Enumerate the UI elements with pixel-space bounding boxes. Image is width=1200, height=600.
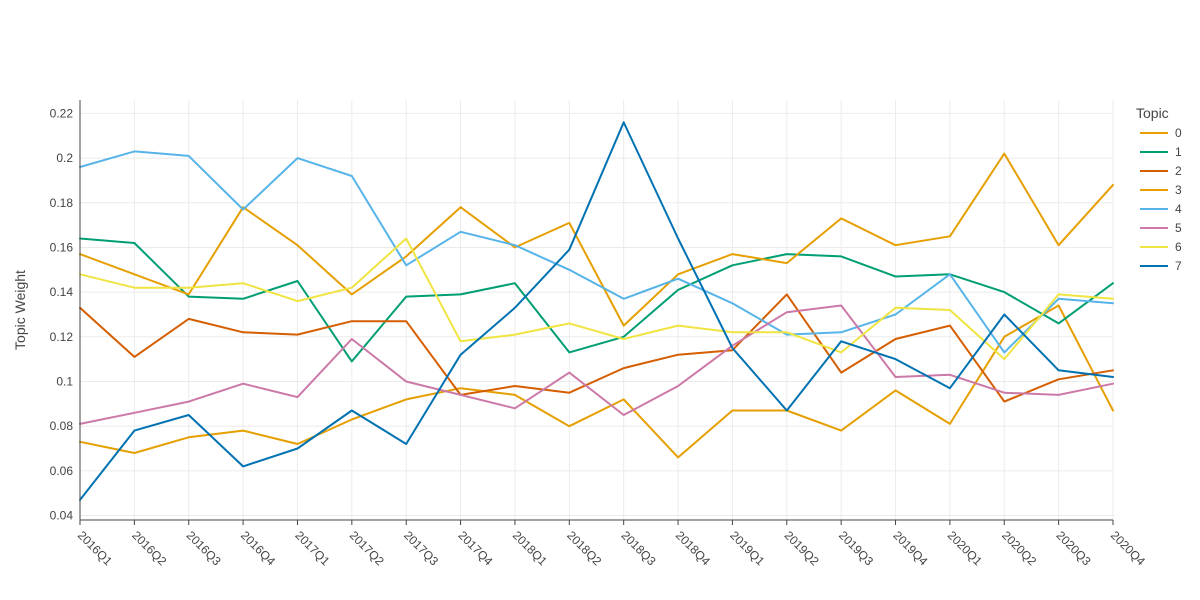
legend-label: 3 [1175,183,1182,197]
legend-item-topic-2[interactable]: 2 [1140,164,1182,178]
legend-label: 0 [1175,126,1182,140]
x-tick-label: 2020Q1 [945,528,985,568]
axis-layer [79,100,1113,521]
y-tick-label: 0.22 [50,106,74,120]
legend-label: 7 [1175,259,1182,273]
x-tick-label: 2018Q4 [673,528,713,568]
series-line-topic-3 [79,152,1114,327]
legend-item-topic-1[interactable]: 1 [1140,145,1182,159]
y-tick-label: 0.16 [50,240,74,254]
y-axis-title: Topic Weight [12,270,28,350]
y-tick-label: 0.1 [56,374,73,388]
x-tick-label: 2017Q1 [292,528,332,568]
x-tick-label: 2019Q3 [836,528,876,568]
series-line-topic-5 [79,304,1114,425]
x-tick-label: 2017Q4 [455,528,495,568]
y-tick-label: 0.14 [50,285,74,299]
x-tick-label: 2020Q4 [1108,528,1148,568]
x-tick-label: 2017Q3 [401,528,441,568]
x-tick-label: 2018Q3 [619,528,659,568]
series-layer [79,121,1114,501]
y-tick-label: 0.12 [50,330,74,344]
legend: Topic 0 1 2 3 4 5 6 7 [1136,105,1182,273]
legend-items: 0 1 2 3 4 5 6 7 [1140,126,1182,273]
legend-item-topic-5[interactable]: 5 [1140,221,1182,235]
y-tick-label: 0.06 [50,464,74,478]
series-line-topic-4 [79,150,1114,354]
legend-label: 5 [1175,221,1182,235]
x-tick-label: 2020Q2 [999,528,1039,568]
series-line-topic-0 [79,304,1114,459]
x-tick-label: 2019Q2 [782,528,822,568]
x-tick-label: 2019Q4 [890,528,930,568]
x-tick-label: 2016Q2 [129,528,169,568]
legend-label: 6 [1175,240,1182,254]
y-tick-labels: 0.04 0.06 0.08 0.1 0.12 0.14 0.16 0.18 0.2 0.22 [50,106,74,522]
series-line-topic-7 [79,121,1114,501]
legend-item-topic-7[interactable]: 7 [1140,259,1182,273]
legend-item-topic-3[interactable]: 3 [1140,183,1182,197]
series-line-topic-1 [79,237,1114,363]
x-tick-label: 2016Q3 [184,528,224,568]
legend-label: 2 [1175,164,1182,178]
grid-layer [79,100,1114,520]
y-tick-label: 0.18 [50,196,74,210]
y-tick-label: 0.04 [50,509,74,523]
series-line-topic-6 [79,237,1114,361]
legend-item-topic-4[interactable]: 4 [1140,202,1182,216]
x-tick-label: 2020Q3 [1054,528,1094,568]
x-tick-label: 2017Q2 [347,528,387,568]
x-tick-label: 2016Q1 [75,528,115,568]
y-tick-label: 0.08 [50,419,74,433]
y-tick-label: 0.2 [56,151,73,165]
legend-item-topic-6[interactable]: 6 [1140,240,1182,254]
legend-item-topic-0[interactable]: 0 [1140,126,1182,140]
x-tick-label: 2019Q1 [727,528,767,568]
series-line-topic-2 [79,293,1114,403]
x-tick-label: 2018Q1 [510,528,550,568]
legend-label: 1 [1175,145,1182,159]
legend-title: Topic [1136,105,1169,121]
x-tick-labels: 2016Q1 2016Q2 2016Q3 2016Q4 2017Q1 2017Q2 2017… [75,520,1148,569]
x-tick-label: 2016Q4 [238,528,278,568]
x-tick-label: 2018Q2 [564,528,604,568]
legend-label: 4 [1175,202,1182,216]
